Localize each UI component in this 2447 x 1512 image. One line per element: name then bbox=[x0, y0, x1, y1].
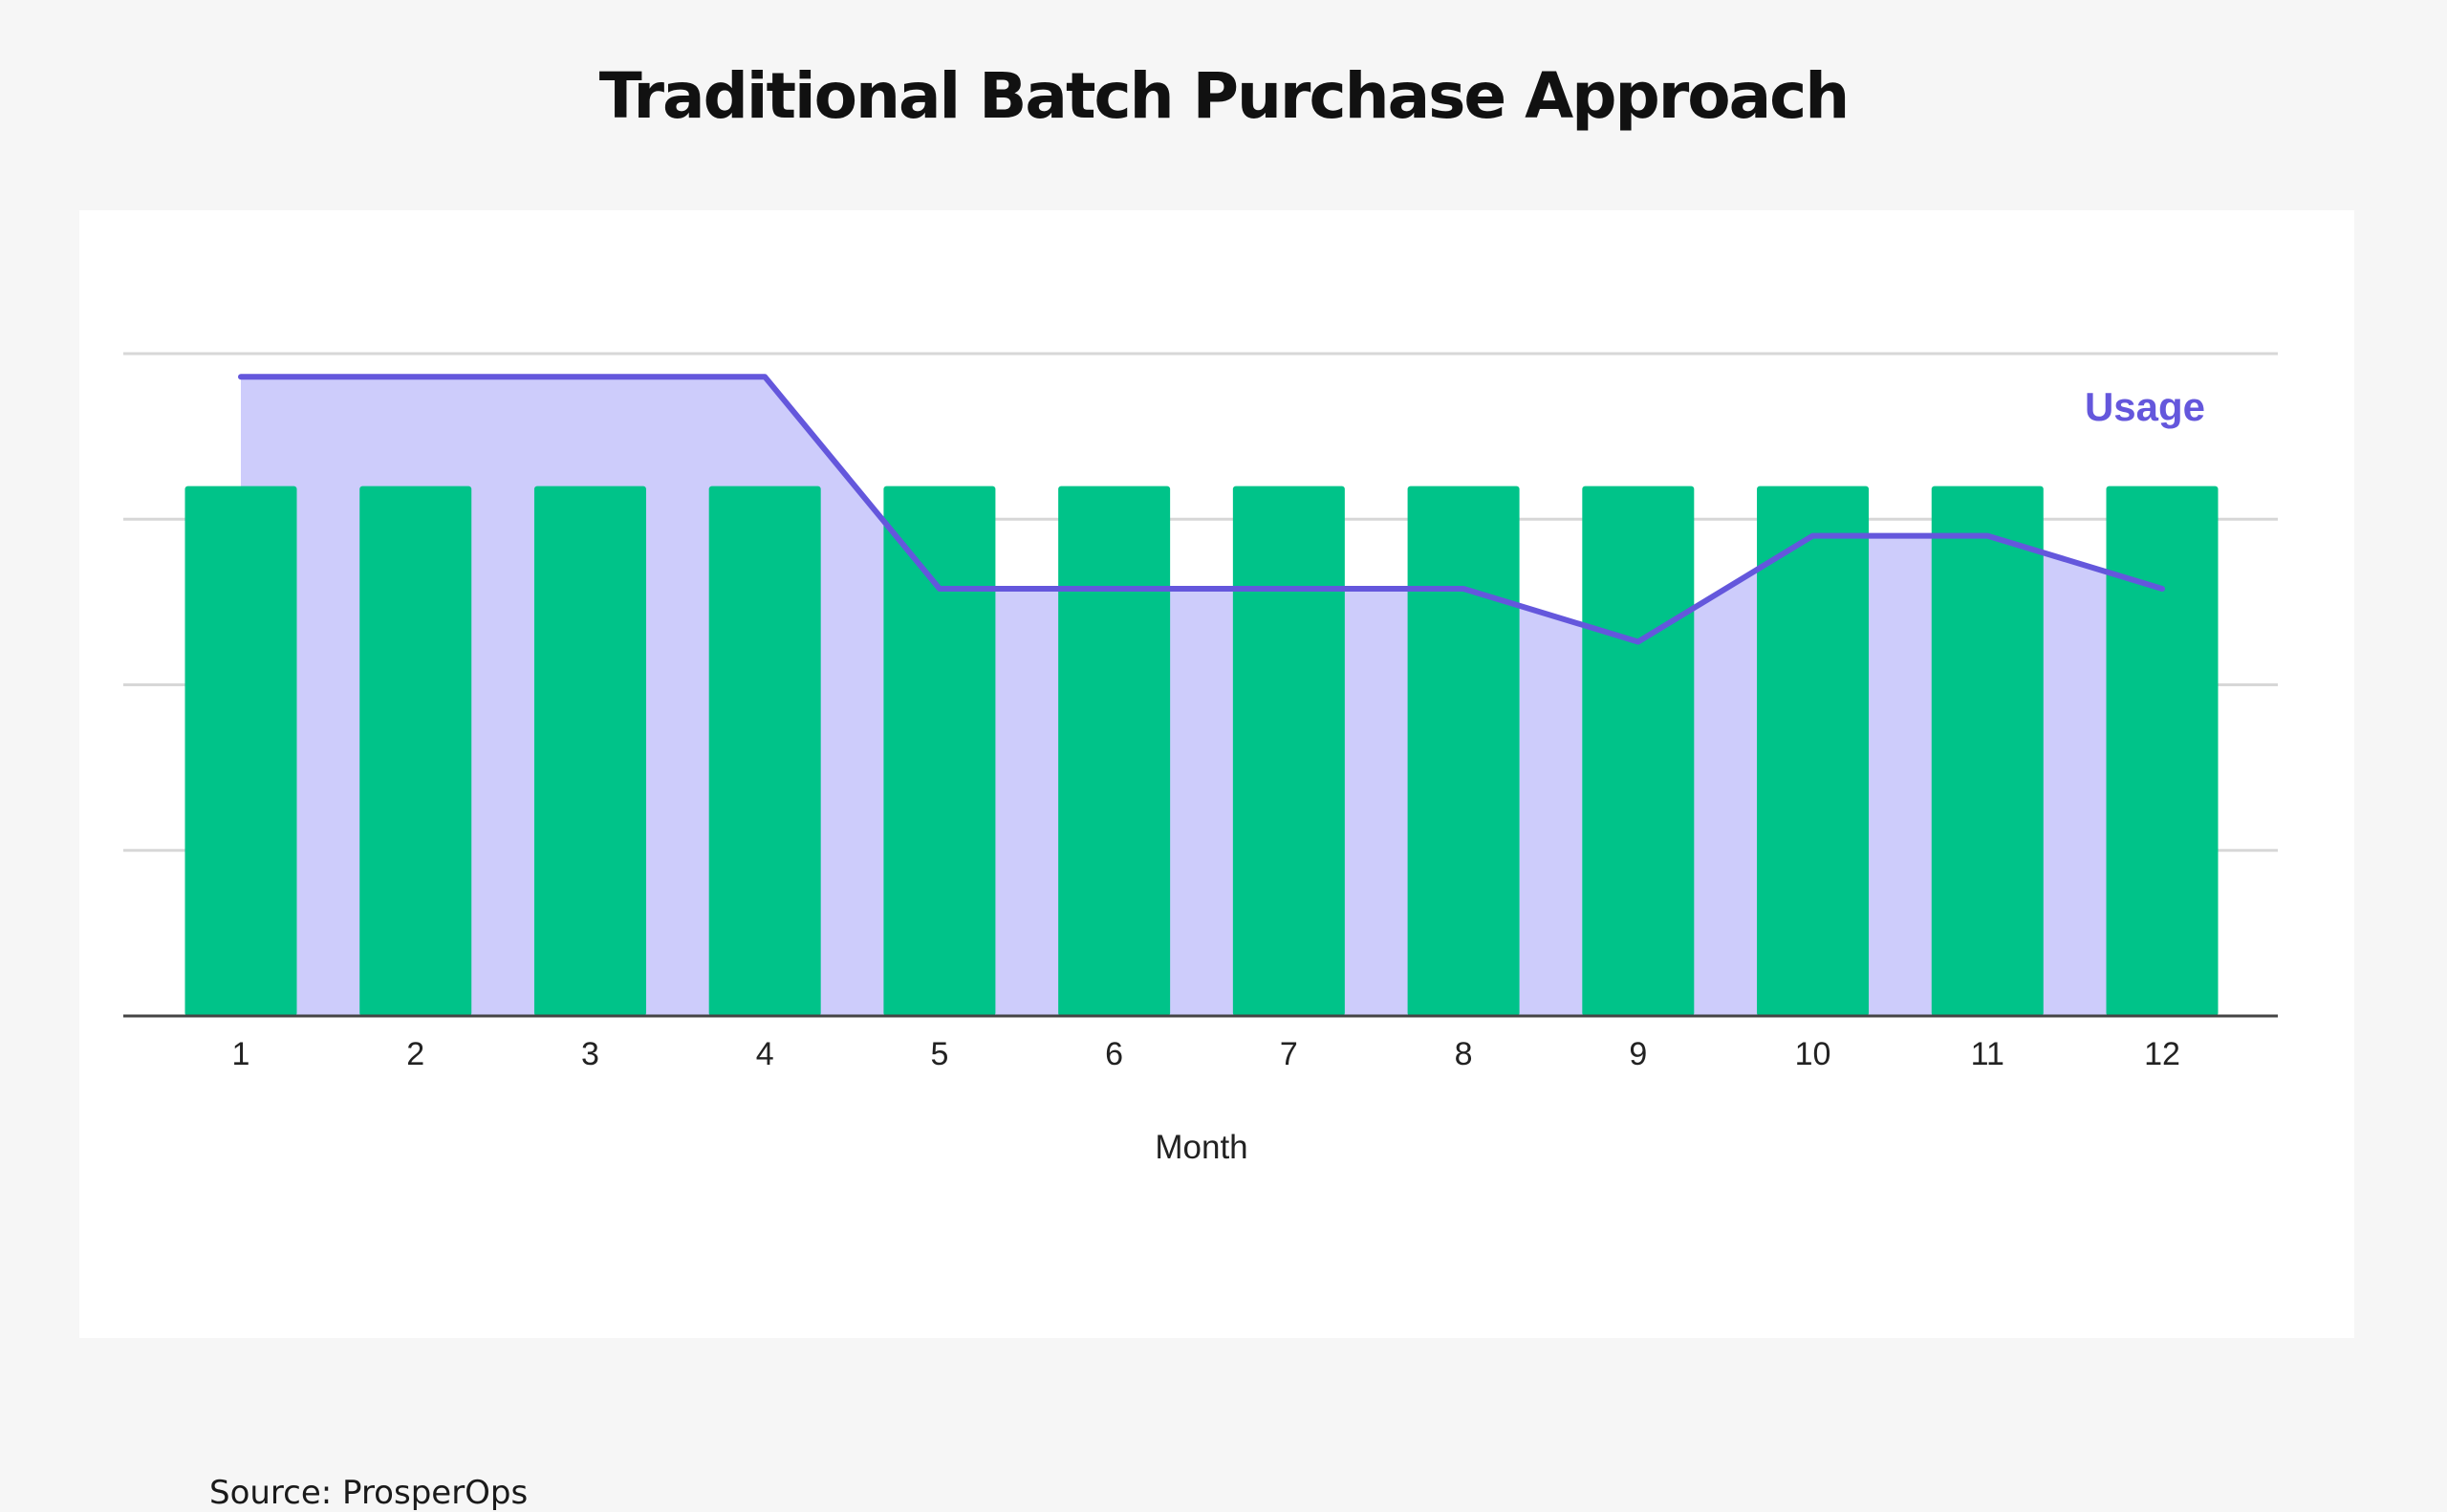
bar-month-1 bbox=[184, 486, 297, 1017]
x-tick-label: 7 bbox=[1280, 1036, 1298, 1072]
bar-month-2 bbox=[359, 486, 472, 1017]
x-axis: 1 2 3 4 5 6 7 8 9 10 11 12 bbox=[123, 1014, 2278, 1072]
bar-month-3 bbox=[533, 486, 646, 1017]
x-tick-label: 8 bbox=[1455, 1036, 1473, 1072]
bar-month-12 bbox=[2106, 486, 2219, 1017]
bar-month-11 bbox=[1931, 486, 2044, 1017]
usage-line bbox=[238, 374, 2165, 645]
bar-month-8 bbox=[1407, 486, 1520, 1017]
usage-line-layer bbox=[238, 374, 2165, 645]
bar-month-4 bbox=[708, 486, 821, 1017]
usage-area-layer bbox=[241, 377, 2162, 1016]
source-note: Source: ProsperOps bbox=[209, 1474, 529, 1512]
page-title: Traditional Batch Purchase Approach bbox=[598, 59, 1851, 133]
x-tick-label: 12 bbox=[2144, 1036, 2180, 1072]
x-tick-label: 11 bbox=[1971, 1036, 2004, 1072]
x-tick-label: 4 bbox=[756, 1036, 774, 1072]
bars-layer bbox=[184, 486, 2219, 1017]
bar-month-7 bbox=[1232, 486, 1345, 1017]
x-tick-label: 9 bbox=[1629, 1036, 1647, 1072]
bar-month-9 bbox=[1582, 486, 1695, 1017]
bar-month-10 bbox=[1757, 486, 1870, 1017]
labels-layer: Month Usage bbox=[1155, 384, 2205, 1166]
x-tick-label: 6 bbox=[1105, 1036, 1123, 1072]
x-tick-label: 3 bbox=[581, 1036, 599, 1072]
x-tick-label: 1 bbox=[232, 1036, 250, 1072]
usage-area bbox=[241, 377, 2162, 1016]
x-tick-label: 2 bbox=[406, 1036, 424, 1072]
x-tick-label: 10 bbox=[1795, 1036, 1831, 1072]
x-tick-label: 5 bbox=[930, 1036, 948, 1072]
x-axis-title: Month bbox=[1155, 1129, 1247, 1166]
chart-card: 1 2 3 4 5 6 7 8 9 10 11 12 Month Usage Source: Prosp… bbox=[79, 210, 2354, 1512]
bar-month-6 bbox=[1058, 486, 1171, 1017]
bar-month-5 bbox=[883, 486, 996, 1017]
legend-usage: Usage bbox=[2085, 384, 2205, 429]
